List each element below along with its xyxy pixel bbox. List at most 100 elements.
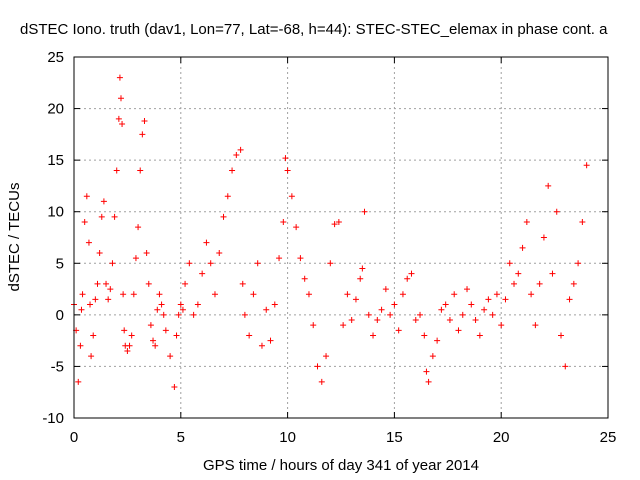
data-point — [365, 311, 372, 318]
data-point — [88, 353, 95, 360]
data-point — [485, 296, 492, 303]
data-point — [562, 363, 569, 370]
data-point — [152, 342, 159, 349]
data-point — [258, 342, 265, 349]
data-point — [130, 291, 137, 298]
data-point — [190, 311, 197, 318]
data-point — [150, 337, 157, 344]
x-axis-label: GPS time / hours of day 341 of year 2014 — [203, 457, 479, 474]
data-point — [442, 301, 449, 308]
data-point — [532, 322, 539, 329]
data-point — [126, 342, 133, 349]
data-point — [515, 270, 522, 277]
data-point — [340, 322, 347, 329]
data-point — [502, 296, 509, 303]
data-point — [237, 146, 244, 153]
data-point — [276, 255, 283, 262]
data-point — [293, 224, 300, 231]
data-point — [94, 280, 101, 287]
y-tick-label: 25 — [47, 49, 64, 66]
data-point — [117, 95, 124, 102]
data-point — [175, 311, 182, 318]
data-point — [239, 280, 246, 287]
data-point — [468, 301, 475, 308]
data-point — [301, 275, 308, 282]
data-point — [423, 368, 430, 375]
data-point — [425, 378, 432, 385]
data-point — [211, 291, 218, 298]
data-point — [523, 219, 530, 226]
y-tick-label: 20 — [47, 101, 64, 118]
data-point — [137, 167, 144, 174]
data-point — [446, 317, 453, 324]
data-point — [391, 301, 398, 308]
y-tick-label: 15 — [47, 152, 64, 169]
data-point — [305, 291, 312, 298]
data-point — [284, 167, 291, 174]
data-point — [132, 255, 139, 262]
data-point — [344, 291, 351, 298]
data-point — [412, 317, 419, 324]
data-point — [250, 291, 257, 298]
data-point — [408, 270, 415, 277]
data-point — [92, 296, 99, 303]
data-point — [100, 198, 107, 205]
data-point — [98, 213, 105, 220]
data-point — [263, 306, 270, 313]
x-tick-label: 5 — [177, 429, 185, 446]
data-point — [116, 74, 123, 81]
data-point — [128, 332, 135, 339]
data-point — [79, 291, 86, 298]
data-point — [135, 224, 142, 231]
data-point — [81, 219, 88, 226]
data-point — [323, 353, 330, 360]
data-point — [182, 280, 189, 287]
data-point — [267, 337, 274, 344]
data-point — [85, 239, 92, 246]
data-point — [297, 255, 304, 262]
data-point — [370, 332, 377, 339]
data-point — [417, 311, 424, 318]
data-point — [421, 332, 428, 339]
data-point — [361, 208, 368, 215]
data-point — [357, 275, 364, 282]
plot-border — [73, 56, 609, 419]
data-point — [119, 121, 126, 128]
data-point — [429, 353, 436, 360]
data-point — [105, 296, 112, 303]
data-point — [434, 337, 441, 344]
data-point — [246, 332, 253, 339]
data-point — [124, 347, 131, 354]
x-tick-label: 10 — [279, 429, 296, 446]
data-point — [536, 280, 543, 287]
data-point — [115, 115, 122, 122]
data-point — [224, 193, 231, 200]
data-point — [75, 378, 82, 385]
data-point — [528, 291, 535, 298]
data-point — [359, 265, 366, 272]
data-point — [288, 193, 295, 200]
data-point — [378, 306, 385, 313]
y-tick-label: 0 — [56, 307, 64, 324]
y-axis-label: dSTEC / TECUs — [6, 183, 23, 292]
data-point — [173, 332, 180, 339]
data-point — [540, 234, 547, 241]
data-point — [167, 353, 174, 360]
y-tick-label: 5 — [56, 255, 64, 272]
data-point — [314, 363, 321, 370]
data-point — [109, 260, 116, 267]
data-point — [216, 249, 223, 256]
data-point — [575, 260, 582, 267]
data-point — [549, 270, 556, 277]
data-point — [374, 317, 381, 324]
data-point — [154, 306, 161, 313]
data-point — [331, 221, 338, 228]
data-point — [282, 155, 289, 162]
data-point — [241, 311, 248, 318]
x-tick-label: 20 — [493, 429, 510, 446]
data-point — [77, 342, 84, 349]
data-point — [87, 301, 94, 308]
data-point — [83, 193, 90, 200]
